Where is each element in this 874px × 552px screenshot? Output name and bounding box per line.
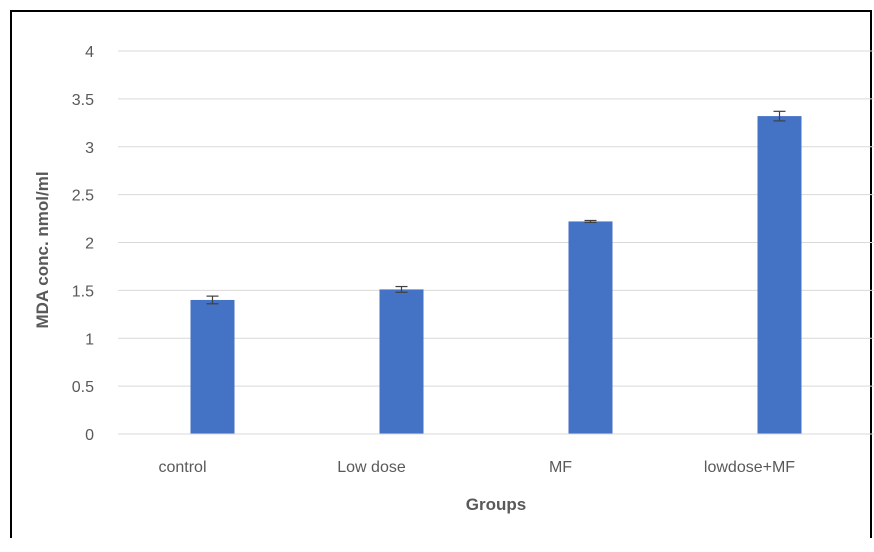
bar-lowdose-mf: [757, 116, 802, 435]
y-tick-label: 2.5: [72, 188, 94, 205]
error-bar: [773, 110, 786, 122]
chart-frame: 0 0.5 1 1.5 2 2.5 3 3.5 4 control Low dose MF lowdo…: [10, 10, 874, 538]
error-bar: [584, 219, 597, 223]
error-bar: [206, 295, 219, 305]
x-tick-label: lowdose+MF: [704, 459, 795, 476]
x-tick-label: Low dose: [337, 459, 406, 476]
bar-mf: [568, 221, 613, 434]
y-tick-label: 0: [85, 427, 94, 444]
x-tick-label: MF: [549, 459, 572, 476]
y-tick-label: 4: [85, 44, 94, 61]
y-tick-label: 2: [85, 236, 94, 253]
x-tick-label: control: [158, 459, 206, 476]
y-tick-label: 3: [85, 140, 94, 157]
y-tick-label: 1.5: [72, 283, 94, 300]
gridlines: [118, 50, 874, 387]
bar-low-dose: [379, 289, 424, 434]
y-axis-title: MDA conc. nmol/ml: [33, 171, 52, 328]
bar-chart: 0 0.5 1 1.5 2 2.5 3 3.5 4 control Low dose MF lowdo…: [33, 44, 874, 514]
bars: [190, 116, 802, 435]
error-bars: [206, 110, 786, 305]
error-bar: [395, 285, 408, 293]
bar-control: [190, 299, 235, 434]
y-tick-label: 0.5: [72, 379, 94, 396]
y-tick-label: 3.5: [72, 92, 94, 109]
y-tick-label: 1: [85, 331, 94, 348]
x-axis-ticks: control Low dose MF lowdose+MF: [158, 459, 795, 476]
y-axis-ticks: 0 0.5 1 1.5 2 2.5 3 3.5 4: [72, 44, 94, 444]
x-axis-title: Groups: [466, 495, 526, 514]
